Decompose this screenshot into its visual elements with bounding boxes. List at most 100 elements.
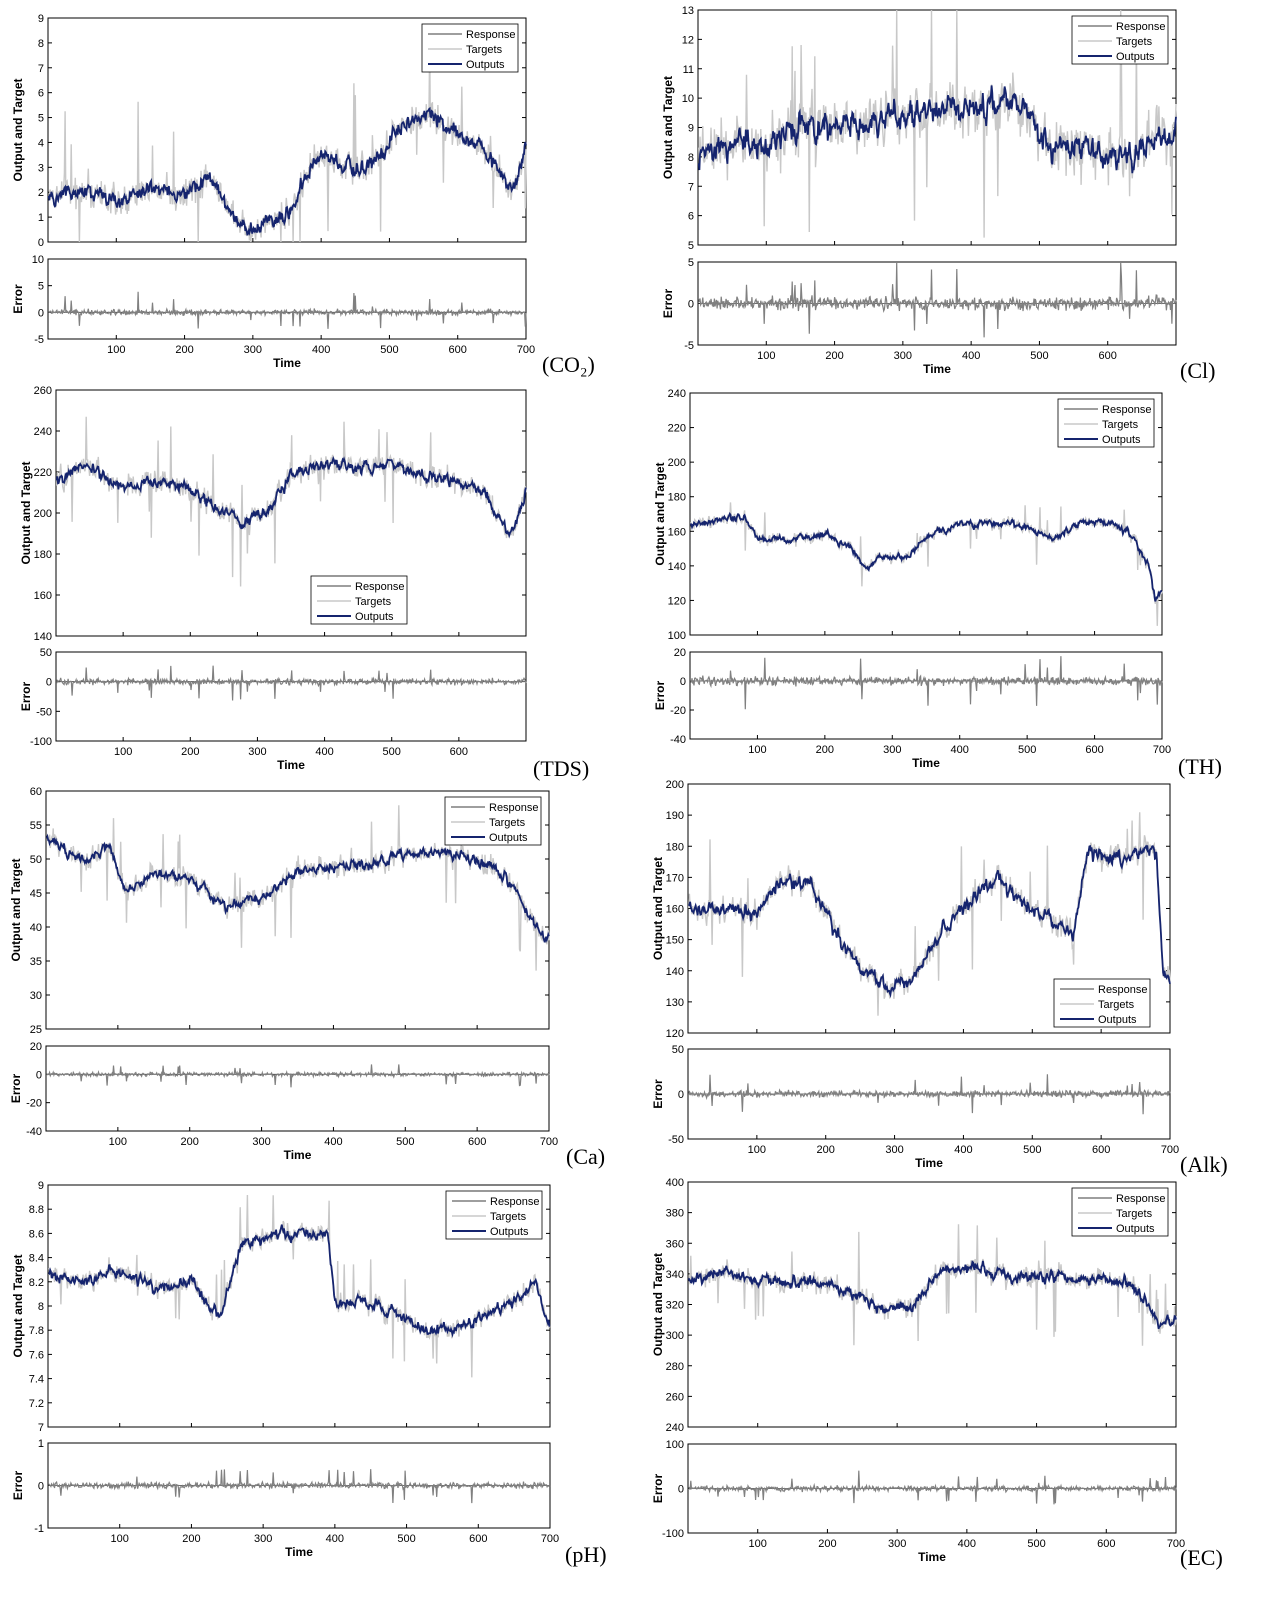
panel-label: (Alk) <box>1180 1152 1228 1177</box>
x-tick-label: 100 <box>757 350 775 362</box>
error-axis-label: Error <box>661 288 675 318</box>
legend-label-targets: Targets <box>1116 1208 1153 1220</box>
outputs-series-line <box>689 511 1163 602</box>
chart-panel-7: 7 7.2 7.4 7.6 7.8 8 8.2 8.4 8.6 8.8 9 -1 0 1 100 200 300… <box>11 1180 607 1567</box>
y-tick-label: 120 <box>668 595 686 607</box>
panel-label: (Ca) <box>566 1144 605 1169</box>
x-tick-label: 600 <box>1099 350 1117 362</box>
x-tick-label: 300 <box>888 1538 906 1550</box>
error-axes-box <box>55 651 527 742</box>
y-tick-label: 7.2 <box>29 1398 44 1410</box>
legend-label-targets: Targets <box>355 596 392 608</box>
x-tick-label: 400 <box>951 744 969 756</box>
legend-label-response: Response <box>490 1196 540 1208</box>
x-tick-label: 300 <box>254 1533 272 1545</box>
x-tick-label: 200 <box>818 1538 836 1550</box>
y-tick-label: 5 <box>38 113 44 125</box>
legend: Response Targets Outputs <box>310 575 408 625</box>
outputs-series-line <box>687 1260 1177 1330</box>
x-tick-label: 700 <box>1153 744 1171 756</box>
error-y-tick-label: -50 <box>668 1134 684 1146</box>
y-tick-label: 9 <box>38 13 44 25</box>
y-tick-label: 260 <box>666 1391 684 1403</box>
y-tick-label: 12 <box>682 34 694 46</box>
y-tick-label: 160 <box>666 904 684 916</box>
y-tick-label: 13 <box>682 5 694 17</box>
y-tick-label: 300 <box>666 1330 684 1342</box>
y-tick-label: 240 <box>666 1422 684 1434</box>
x-tick-label: 700 <box>517 344 535 356</box>
x-tick-label: 700 <box>1167 1538 1185 1550</box>
x-tick-label: 200 <box>816 744 834 756</box>
y-tick-label: 200 <box>34 508 52 520</box>
x-tick-label: 600 <box>1085 744 1103 756</box>
y-tick-label: 6 <box>688 211 694 223</box>
x-tick-label: 200 <box>817 1144 835 1156</box>
y-tick-label: 180 <box>666 841 684 853</box>
x-tick-label: 500 <box>1023 1144 1041 1156</box>
error-y-tick-label: 0 <box>678 1089 684 1101</box>
x-axis-label: Time <box>277 758 305 772</box>
y-tick-label: 200 <box>666 779 684 791</box>
y-tick-label: 30 <box>30 990 42 1002</box>
y-tick-label: 130 <box>666 997 684 1009</box>
y-tick-label: 8 <box>38 38 44 50</box>
chart-panel-3: 140 160 180 200 220 240 260 -100 -50 0 50 100 200 300… <box>19 385 589 781</box>
legend-label-outputs: Outputs <box>490 1226 529 1238</box>
panel-label: (EC) <box>1180 1545 1223 1570</box>
x-tick-label: 100 <box>111 1533 129 1545</box>
chart-panel-1: 0 1 2 3 4 5 6 7 8 9 -5 0 5 10 100 200 300 400 500 600 700 Tim… <box>11 13 595 377</box>
x-tick-label: 300 <box>252 1136 270 1148</box>
y-tick-label: 320 <box>666 1300 684 1312</box>
y-axis-label: Output and Target <box>651 857 665 960</box>
legend-label-response: Response <box>355 581 405 593</box>
y-tick-label: 8.8 <box>29 1204 44 1216</box>
error-axes-box <box>47 258 527 340</box>
x-tick-label: 600 <box>468 1136 486 1148</box>
legend-label-targets: Targets <box>490 1211 527 1223</box>
legend-label-outputs: Outputs <box>355 611 394 623</box>
y-tick-label: 400 <box>666 1177 684 1189</box>
y-tick-label: 1 <box>38 212 44 224</box>
x-axis-label: Time <box>284 1148 312 1162</box>
y-axis-label: Output and Target <box>11 1254 25 1357</box>
y-tick-label: 7.6 <box>29 1349 44 1361</box>
error-y-tick-label: 100 <box>666 1439 684 1451</box>
legend-label-outputs: Outputs <box>1098 1014 1137 1026</box>
y-tick-label: 35 <box>30 956 42 968</box>
y-tick-label: 9 <box>38 1180 44 1192</box>
y-tick-label: 0 <box>38 237 44 249</box>
chart-panel-8: 240 260 280 300 320 340 360 380 400 -100 0 100 100 20… <box>651 1177 1223 1570</box>
error-axis-label: Error <box>651 1079 665 1109</box>
x-axis-label: Time <box>918 1550 946 1564</box>
legend-label-targets: Targets <box>489 817 526 829</box>
error-y-tick-label: -20 <box>26 1098 42 1110</box>
x-tick-label: 500 <box>380 344 398 356</box>
error-axis-label: Error <box>9 1073 23 1103</box>
y-tick-label: 7 <box>688 181 694 193</box>
x-tick-label: 100 <box>748 744 766 756</box>
chart-panel-5: 25 30 35 40 45 50 55 60 -40 -20 0 20 100 200 300 400 500… <box>9 786 605 1169</box>
error-y-tick-label: 0 <box>678 1484 684 1496</box>
x-tick-label: 600 <box>449 344 467 356</box>
x-axis-label: Time <box>273 356 301 370</box>
x-tick-label: 100 <box>109 1136 127 1148</box>
error-y-tick-label: 0 <box>38 1481 44 1493</box>
legend-label-response: Response <box>1102 404 1152 416</box>
chart-panel-2: 5 6 7 8 9 10 11 12 13 -5 0 5 100 200 300 400 500 600 Time O… <box>661 5 1215 383</box>
legend-label-outputs: Outputs <box>1102 434 1141 446</box>
y-tick-label: 160 <box>34 590 52 602</box>
x-tick-label: 200 <box>825 350 843 362</box>
legend: Response Targets Outputs <box>1057 398 1155 448</box>
legend-label-outputs: Outputs <box>1116 1223 1155 1235</box>
x-tick-label: 600 <box>1092 1144 1110 1156</box>
error-y-tick-label: -5 <box>684 340 694 352</box>
error-y-tick-label: -40 <box>670 734 686 746</box>
outputs-series-line <box>47 106 527 236</box>
y-tick-label: 220 <box>34 467 52 479</box>
y-axis-label: Output and Target <box>9 858 23 961</box>
x-tick-label: 400 <box>315 746 333 758</box>
panel-label: (CO₂) <box>542 352 595 377</box>
x-tick-label: 300 <box>894 350 912 362</box>
outputs-series-line <box>47 1224 551 1338</box>
